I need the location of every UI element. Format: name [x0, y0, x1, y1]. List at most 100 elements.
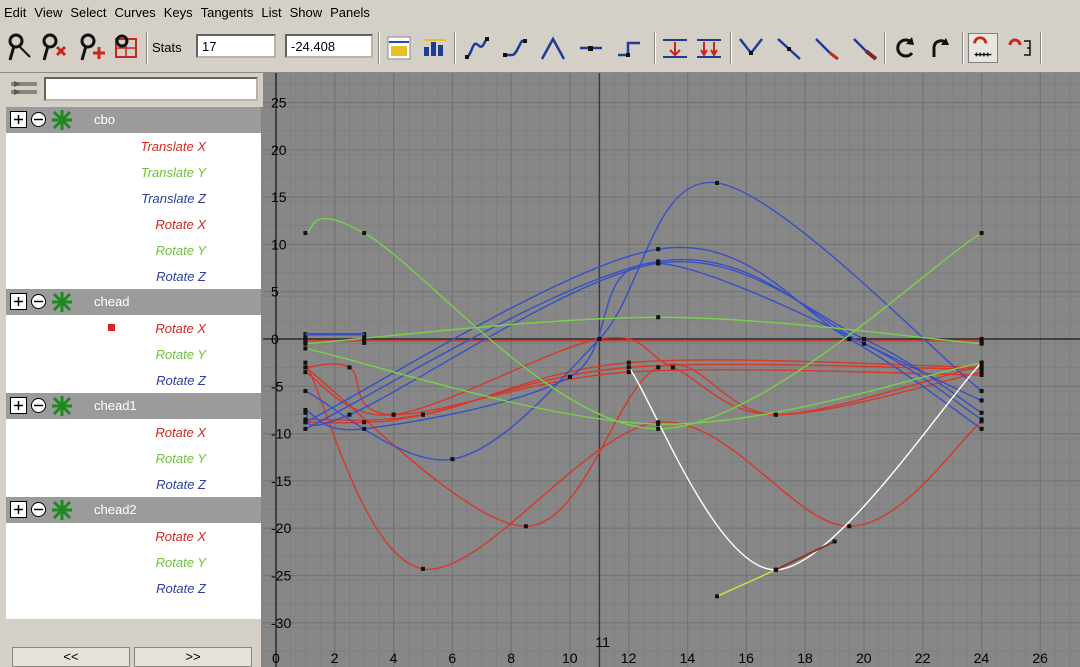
keyframe-point[interactable]: [597, 337, 602, 341]
animation-curve-green[interactable]: [305, 217, 982, 430]
free-tangent-weight-icon[interactable]: [850, 33, 880, 63]
attribute-row[interactable]: Rotate X: [6, 523, 261, 549]
next-button[interactable]: >>: [134, 647, 252, 667]
menu-curves[interactable]: Curves: [114, 4, 156, 20]
outliner-node-cbo[interactable]: cbo: [6, 107, 261, 133]
keyframe-point[interactable]: [656, 261, 661, 266]
keyframe-point[interactable]: [362, 426, 367, 431]
animation-curve-red[interactable]: [304, 363, 982, 528]
stats-value-field[interactable]: [285, 34, 373, 58]
attribute-row[interactable]: Rotate Z: [6, 367, 261, 393]
keyframe-point[interactable]: [773, 567, 778, 572]
lock-tangent-weight-icon[interactable]: [890, 33, 920, 63]
keyframe-point[interactable]: [656, 422, 661, 427]
keyframe-point[interactable]: [773, 412, 778, 417]
keyframe-point[interactable]: [979, 417, 984, 422]
keyframe-point[interactable]: [715, 180, 719, 185]
menu-keys[interactable]: Keys: [163, 4, 193, 20]
attribute-row[interactable]: Translate Z: [6, 185, 261, 211]
swap-buffer-curve-icon[interactable]: [736, 33, 766, 63]
attribute-row[interactable]: Rotate Y: [6, 445, 261, 471]
keyframe-point[interactable]: [362, 420, 367, 425]
attribute-row[interactable]: Translate Y: [6, 159, 261, 185]
lattice-deform-icon[interactable]: [112, 33, 142, 63]
keyframe-point[interactable]: [979, 426, 984, 431]
keyframe-point[interactable]: [979, 360, 984, 365]
outliner-node-chead[interactable]: chead: [6, 289, 261, 315]
spline-tangent-icon[interactable]: [462, 33, 492, 63]
menu-show[interactable]: Show: [289, 4, 323, 20]
move-nearest-key-icon[interactable]: [6, 33, 36, 63]
attribute-row[interactable]: Rotate X: [6, 315, 261, 341]
insert-key-icon[interactable]: [40, 33, 70, 63]
animation-curve-blue[interactable]: [305, 259, 982, 430]
menu-list[interactable]: List: [261, 4, 282, 20]
keyframe-point[interactable]: [862, 337, 866, 341]
attribute-row[interactable]: Rotate Z: [6, 575, 261, 601]
frame-playback-range-icon[interactable]: [420, 33, 450, 63]
expand-icon[interactable]: [10, 111, 27, 128]
previous-button[interactable]: <<: [12, 647, 130, 667]
plateau-tangent-icon[interactable]: [660, 33, 690, 63]
outliner-node-chead1[interactable]: chead1: [6, 393, 261, 419]
filter-icon[interactable]: [10, 79, 38, 101]
attribute-row[interactable]: Rotate Z: [6, 263, 261, 289]
clamped-tangent-icon[interactable]: [500, 33, 530, 63]
keyframe-point[interactable]: [979, 365, 984, 370]
keyframe-point[interactable]: [847, 337, 852, 341]
menu-panels[interactable]: Panels: [330, 4, 370, 20]
menu-select[interactable]: Select: [70, 4, 107, 20]
graph-editor-view[interactable]: 11 25 20 15 10 5 0 -5 -10 -15 -20 -25 -30 0 2 4 6 8 10 12 14…: [263, 73, 1080, 667]
outliner-filter-input[interactable]: [44, 77, 258, 101]
animation-curve-brown[interactable]: [775, 540, 836, 571]
keyframe-point[interactable]: [979, 370, 984, 375]
expand-icon[interactable]: [10, 293, 27, 310]
collapse-icon[interactable]: [30, 501, 47, 518]
keyframe-point[interactable]: [568, 374, 572, 379]
keyframe-point[interactable]: [979, 372, 984, 377]
keyframe-point[interactable]: [303, 410, 308, 415]
menu-edit[interactable]: Edit: [4, 4, 27, 20]
keyframe-point[interactable]: [979, 398, 984, 403]
flat-tangent-icon[interactable]: [576, 33, 606, 63]
outliner-node-chead2[interactable]: chead2: [6, 497, 261, 523]
keyframe-point[interactable]: [421, 412, 425, 417]
keyframe-point[interactable]: [362, 332, 367, 341]
keyframe-point[interactable]: [847, 524, 852, 529]
keyframe-point[interactable]: [626, 365, 631, 370]
keyframe-point[interactable]: [303, 389, 308, 394]
add-key-icon[interactable]: [78, 33, 108, 63]
keyframe-point[interactable]: [303, 426, 308, 431]
keyframe-point[interactable]: [303, 360, 308, 365]
expand-icon[interactable]: [10, 397, 27, 414]
keyframe-point[interactable]: [362, 336, 367, 345]
keyframe-point[interactable]: [715, 594, 719, 599]
attribute-row[interactable]: Translate X: [6, 133, 261, 159]
buffer-curve-snapshot-icon[interactable]: [694, 33, 724, 63]
attribute-row[interactable]: Rotate X: [6, 211, 261, 237]
collapse-icon[interactable]: [30, 397, 47, 414]
linear-tangent-icon[interactable]: [538, 33, 568, 63]
menu-view[interactable]: View: [34, 4, 63, 20]
collapse-icon[interactable]: [30, 111, 47, 128]
keyframe-point[interactable]: [347, 412, 352, 417]
attribute-row[interactable]: Rotate X: [6, 419, 261, 445]
auto-load-icon[interactable]: [1006, 33, 1036, 63]
keyframe-point[interactable]: [862, 341, 866, 346]
keyframe-point[interactable]: [670, 365, 675, 370]
animation-curve-yellow[interactable]: [716, 569, 777, 597]
keyframe-point[interactable]: [656, 365, 661, 370]
attribute-row[interactable]: Rotate Y: [6, 237, 261, 263]
menu-tangents[interactable]: Tangents: [200, 4, 254, 20]
keyframe-point[interactable]: [450, 457, 455, 462]
keyframe-point[interactable]: [303, 417, 308, 422]
break-tangents-icon[interactable]: [774, 33, 804, 63]
keyframe-point[interactable]: [979, 389, 984, 394]
attribute-row[interactable]: Rotate Y: [6, 341, 261, 367]
keyframe-point[interactable]: [303, 407, 308, 412]
keyframe-point[interactable]: [362, 231, 367, 236]
attribute-row[interactable]: Rotate Z: [6, 471, 261, 497]
keyframe-point[interactable]: [656, 426, 661, 431]
keyframe-point[interactable]: [303, 365, 308, 370]
keyframe-point[interactable]: [421, 566, 425, 571]
